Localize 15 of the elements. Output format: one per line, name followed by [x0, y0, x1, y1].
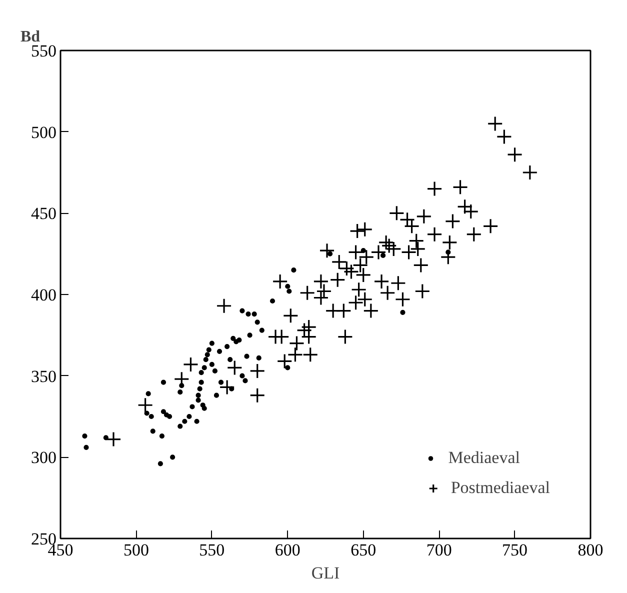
x-tick-label: 750	[502, 540, 528, 560]
y-tick-label: 300	[31, 448, 56, 468]
legend-label: Postmediaeval	[450, 478, 550, 498]
x-axis-title: GLI	[311, 564, 340, 582]
y-tick-label: 500	[31, 122, 56, 142]
y-tick-label: 450	[31, 204, 56, 224]
x-tick-label: 550	[199, 540, 225, 560]
x-tick-label: 800	[578, 540, 604, 560]
y-tick-label: 350	[31, 366, 56, 386]
y-tick-label: 400	[31, 286, 56, 304]
x-tick-label: 700	[426, 540, 452, 560]
x-tick-label: 650	[350, 540, 376, 560]
x-tick-label: 600	[274, 540, 300, 560]
x-tick-label: 500	[123, 540, 149, 560]
legend-label: Mediaeval	[448, 448, 520, 468]
